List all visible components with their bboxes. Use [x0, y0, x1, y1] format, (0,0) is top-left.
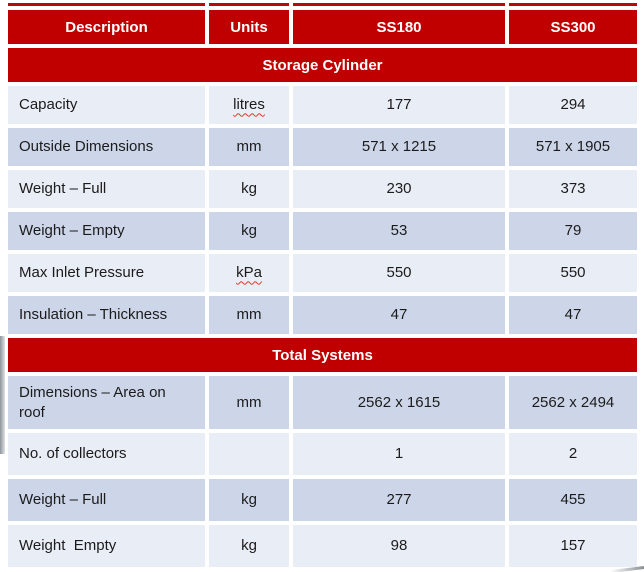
cell-description-text: Capacity: [19, 96, 78, 114]
cell-description: Outside Dimensions: [8, 128, 205, 166]
left-edge-artifact: [0, 336, 5, 454]
cell-description-text: Weight – Full: [19, 180, 107, 198]
table-top-border-segment: [209, 3, 289, 6]
cell-units-text: kPa: [236, 264, 262, 282]
cell-ss300-value-text: 157: [560, 537, 586, 555]
cell-ss300-value-text: 2562 x 2494: [531, 393, 615, 411]
cell-ss300-value: 2562 x 2494: [509, 376, 637, 429]
cell-description-text: Weight – Full: [19, 491, 107, 509]
cell-units-text: mm: [236, 306, 262, 324]
table-top-border-segment: [8, 3, 205, 6]
cell-ss300-value: 47: [509, 296, 637, 334]
cell-ss180-value: 98: [293, 525, 505, 567]
column-header-ss300: SS300: [509, 10, 637, 44]
cell-description: Weight – Full: [8, 479, 205, 521]
cell-units: mm: [209, 128, 289, 166]
cell-units: kg: [209, 479, 289, 521]
cell-units: [209, 433, 289, 475]
cell-description-text: Weight – Empty: [19, 222, 125, 240]
column-header-ss180: SS180: [293, 10, 505, 44]
cell-ss300-value-text: 550: [560, 264, 586, 282]
cell-ss180-value-text: 53: [390, 222, 408, 240]
cell-ss300-value-text: 571 x 1905: [535, 138, 611, 156]
cell-ss180-value: 53: [293, 212, 505, 250]
cell-ss300-value-text: 47: [564, 306, 582, 324]
cell-ss180-value: 550: [293, 254, 505, 292]
cell-units-text: litres: [233, 96, 265, 114]
cell-units: mm: [209, 376, 289, 429]
cell-description-text: Outside Dimensions: [19, 138, 154, 156]
section-header: Storage Cylinder: [8, 48, 637, 82]
cell-ss180-value: 177: [293, 86, 505, 124]
cell-ss180-value-text: 550: [386, 264, 412, 282]
cell-ss300-value: 294: [509, 86, 637, 124]
cell-ss180-value-text: 177: [386, 96, 412, 114]
cell-ss300-value-text: 79: [564, 222, 582, 240]
cell-ss180-value: 230: [293, 170, 505, 208]
cell-description: Dimensions – Area on roof: [8, 376, 205, 429]
cell-description-text: Max Inlet Pressure: [19, 264, 145, 282]
table-top-border-segment: [509, 3, 637, 6]
column-header-units: Units: [209, 10, 289, 44]
cell-ss180-value-text: 277: [386, 491, 412, 509]
cell-ss300-value: 550: [509, 254, 637, 292]
cell-ss300-value: 157: [509, 525, 637, 567]
cell-ss180-value-text: 571 x 1215: [361, 138, 437, 156]
cell-description: Weight – Empty: [8, 212, 205, 250]
cell-description: Weight Empty: [8, 525, 205, 567]
cell-units: litres: [209, 86, 289, 124]
cell-ss180-value: 571 x 1215: [293, 128, 505, 166]
cell-units-text: kg: [241, 180, 257, 198]
cell-units-text: kg: [241, 491, 257, 509]
table-top-border-segment: [293, 3, 505, 6]
cell-ss180-value-text: 98: [390, 537, 408, 555]
cell-units-text: mm: [236, 138, 262, 156]
cell-ss300-value: 455: [509, 479, 637, 521]
cell-ss300-value-text: 373: [560, 180, 586, 198]
cell-units: kPa: [209, 254, 289, 292]
cell-ss300-value: 79: [509, 212, 637, 250]
cell-ss180-value: 47: [293, 296, 505, 334]
cell-ss180-value: 277: [293, 479, 505, 521]
cell-description-text: No. of collectors: [19, 445, 127, 463]
cell-ss300-value: 373: [509, 170, 637, 208]
cell-description: Max Inlet Pressure: [8, 254, 205, 292]
cell-description-text: Dimensions – Area on roof: [19, 384, 166, 421]
cell-ss300-value-text: 294: [560, 96, 586, 114]
cell-ss300-value-text: 455: [560, 491, 586, 509]
cell-ss180-value-text: 230: [386, 180, 412, 198]
cell-description: Capacity: [8, 86, 205, 124]
cell-units-text: mm: [236, 393, 262, 411]
cell-units: kg: [209, 212, 289, 250]
cell-description: No. of collectors: [8, 433, 205, 475]
cell-ss300-value-text: 2: [568, 445, 578, 463]
column-header-description: Description: [8, 10, 205, 44]
cell-ss180-value-text: 1: [394, 445, 404, 463]
cell-units-text: kg: [241, 537, 257, 555]
spec-table: Description Units SS180 SS300 Storage Cy…: [8, 3, 637, 567]
cell-units-text: kg: [241, 222, 257, 240]
section-header: Total Systems: [8, 338, 637, 372]
cell-ss180-value: 1: [293, 433, 505, 475]
cell-description: Insulation – Thickness: [8, 296, 205, 334]
cell-description-text: Insulation – Thickness: [19, 306, 168, 324]
cell-ss300-value: 571 x 1905: [509, 128, 637, 166]
cell-units: mm: [209, 296, 289, 334]
cell-ss300-value: 2: [509, 433, 637, 475]
cell-units: kg: [209, 525, 289, 567]
cell-description-text: Weight Empty: [19, 537, 117, 555]
cell-ss180-value: 2562 x 1615: [293, 376, 505, 429]
cell-ss180-value-text: 2562 x 1615: [357, 393, 441, 411]
cell-units: kg: [209, 170, 289, 208]
cell-description: Weight – Full: [8, 170, 205, 208]
cell-ss180-value-text: 47: [390, 306, 408, 324]
